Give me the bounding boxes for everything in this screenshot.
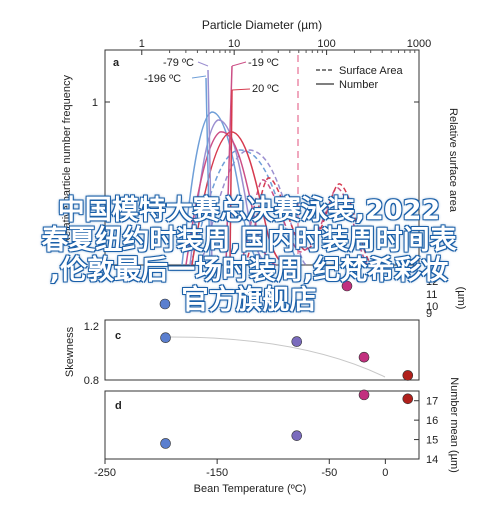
panel-d-frame xyxy=(104,390,420,460)
leader-minus-196 xyxy=(191,75,207,79)
panel-a-curve xyxy=(199,149,307,266)
panel-a-title: Particle Diameter (µm) xyxy=(202,18,322,32)
panel-b-ylabel: Skewness xyxy=(64,326,76,377)
label-minus-19: -19 ºC xyxy=(248,57,279,69)
leader-minus-19 xyxy=(231,61,247,67)
panel-a-ylabel-left: Relative particle number frequency xyxy=(61,75,73,245)
panel-a-left-tick: 1 xyxy=(92,97,98,109)
panel-d-ytick-label: 16 xyxy=(426,415,438,427)
panel-d-point xyxy=(160,438,171,449)
x-tick-label: -50 xyxy=(321,467,337,479)
panel-d-ytick-label: 14 xyxy=(426,454,438,466)
panel-d-point xyxy=(358,389,370,401)
leader-20 xyxy=(231,88,251,91)
panel-a-curve xyxy=(189,149,301,266)
panel-a-xtick-label: 1 xyxy=(139,38,145,50)
svg-text:12: 12 xyxy=(426,276,438,288)
x-tick-label: -150 xyxy=(206,467,228,479)
panel-d-letter: d xyxy=(115,400,122,412)
upper-point-19 xyxy=(341,280,353,292)
svg-text:9: 9 xyxy=(426,308,432,320)
panel-b-point xyxy=(291,336,303,347)
panel-b-point xyxy=(402,370,414,381)
panel-a-curve xyxy=(225,65,233,266)
panel-a-xtick-label: 1000 xyxy=(407,38,431,50)
svg-text:11: 11 xyxy=(426,289,437,301)
panel-a-curve xyxy=(181,111,263,266)
x-axis-label: Bean Temperature (ºC) xyxy=(194,483,307,495)
panel-d-ytick-label: 15 xyxy=(426,435,438,447)
leader-minus-79 xyxy=(197,61,209,67)
label-20: 20 ºC xyxy=(252,83,279,95)
panel-a-curve xyxy=(229,89,233,266)
svg-text:(µm): (µm) xyxy=(455,287,467,310)
panel-a-curve xyxy=(185,131,277,266)
panel-d-ytick-label: 17 xyxy=(426,396,438,408)
panel-b-point xyxy=(160,332,171,344)
panel-a-curve xyxy=(244,177,373,266)
panel-b-ytick-0.8: 0.8 xyxy=(84,375,99,387)
x-tick-label: 0 xyxy=(382,467,388,479)
panel-a-curve xyxy=(205,77,211,266)
panel-b-fit-curve xyxy=(164,336,386,378)
panel-a-xtick-label: 100 xyxy=(317,38,335,50)
label-minus-196: -196 ºC xyxy=(144,73,181,85)
legend-surface-area: Surface Area xyxy=(339,65,403,77)
panel-b-frame xyxy=(104,319,420,381)
svg-text:10: 10 xyxy=(426,301,438,313)
panel-d-point xyxy=(291,430,303,441)
panel-b-letter: c xyxy=(115,330,121,342)
upper-point-196 xyxy=(159,298,171,310)
x-tick-label: -250 xyxy=(94,467,116,479)
panel-a-letter: a xyxy=(113,57,120,69)
upper-strip-points xyxy=(159,280,353,310)
panel-b-ytick-1.2: 1.2 xyxy=(84,321,99,333)
panel-d-point xyxy=(402,393,414,405)
panel-a-curve xyxy=(239,179,369,266)
panel-a-curve xyxy=(191,131,287,266)
label-minus-79: -79 ºC xyxy=(163,57,194,69)
panel-a-curve xyxy=(207,69,213,266)
legend-number: Number xyxy=(339,79,378,91)
panel-b-upper-right-ticks: 12 11 10 9 (µm) xyxy=(426,276,467,320)
panel-d-ylabel: Number mean (µm) xyxy=(448,377,460,473)
panel-a-ylabel-right: Relative surface area xyxy=(447,108,459,213)
panel-b-point xyxy=(358,351,370,363)
panel-a-xtick-label: 10 xyxy=(228,38,240,50)
